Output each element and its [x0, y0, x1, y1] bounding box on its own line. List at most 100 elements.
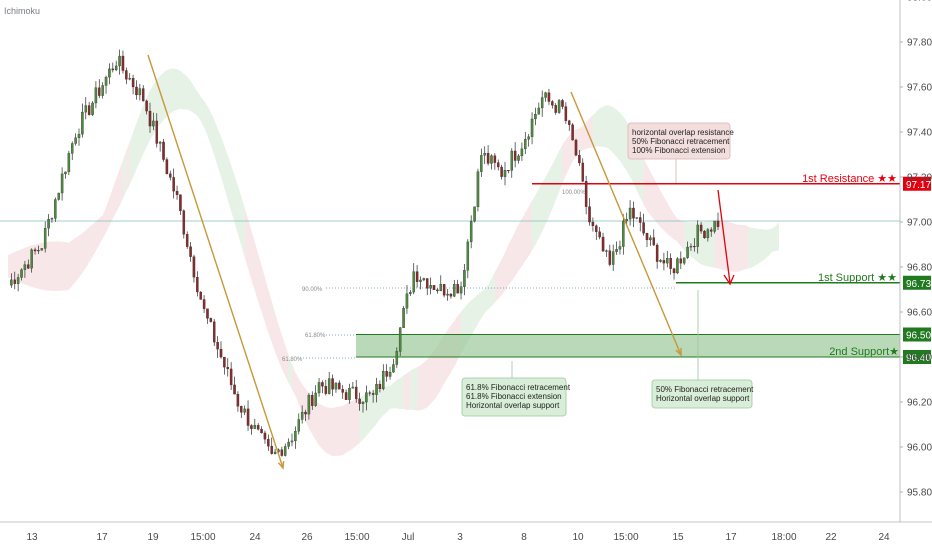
- x-tick-label: 26: [301, 532, 313, 543]
- candle-body: [524, 139, 527, 150]
- trend-arrow-left-head: [277, 460, 285, 470]
- cloud-segment: [292, 364, 360, 456]
- candle-body: [81, 111, 84, 135]
- resistance-note-box: [627, 122, 731, 160]
- candle-body: [672, 268, 676, 274]
- candle-body: [348, 388, 351, 400]
- candle-body: [172, 177, 175, 192]
- candle-body: [141, 88, 145, 102]
- candle-body: [57, 192, 60, 200]
- candle-body: [341, 389, 344, 393]
- candle-body: [138, 88, 142, 96]
- candle-body: [118, 55, 121, 67]
- candle-body: [530, 118, 534, 137]
- candle-body: [561, 100, 564, 107]
- candle-body: [388, 371, 392, 377]
- candle-body: [574, 139, 578, 156]
- candle-body: [64, 171, 67, 175]
- candle-body: [226, 366, 230, 370]
- candle-body: [212, 321, 216, 343]
- candle-body: [30, 249, 33, 269]
- candle-body: [344, 392, 348, 400]
- candle-body: [209, 318, 213, 322]
- candle-body: [311, 395, 314, 406]
- x-tick-label: 13: [26, 532, 38, 543]
- support-1-label: 1st Support ★★: [818, 272, 897, 284]
- y-tick-label: 97.00: [907, 218, 932, 229]
- candle-body: [382, 371, 385, 390]
- candle-body: [165, 159, 169, 175]
- resistance-note-line: horizontal overlap resistance: [632, 128, 734, 137]
- candle-body: [463, 270, 466, 287]
- candle-body: [655, 244, 659, 262]
- candle-body: [273, 451, 277, 454]
- candle-body: [473, 206, 476, 222]
- projection-arrow-head: [723, 274, 735, 286]
- candle-body: [429, 285, 432, 289]
- candle-body: [223, 356, 226, 368]
- candle-body: [361, 401, 365, 404]
- x-tick-label: 15:00: [613, 532, 638, 543]
- candle-body: [287, 441, 290, 447]
- trend-arrow-right: [570, 91, 682, 356]
- candle-body: [510, 150, 514, 171]
- trend-arrow-right-head: [675, 347, 682, 357]
- candle-body: [240, 406, 243, 413]
- candle-body: [131, 78, 135, 88]
- candle-body: [517, 155, 520, 161]
- candle-body: [638, 217, 642, 223]
- projection-arrow: [717, 189, 731, 284]
- candle-body: [480, 155, 483, 172]
- candle-body: [662, 260, 666, 264]
- candle-body: [716, 220, 720, 227]
- x-tick-label: Jul: [402, 532, 415, 543]
- candle-body: [551, 101, 554, 106]
- candle-body: [513, 150, 517, 161]
- candle-body: [162, 141, 165, 160]
- candle-body: [409, 291, 412, 294]
- candle-body: [20, 269, 23, 278]
- candle-body: [581, 162, 585, 182]
- x-tick-label: 3: [457, 532, 463, 543]
- candle-body: [425, 278, 429, 289]
- candle-body: [493, 155, 497, 163]
- price-tag-support-1-box: [903, 275, 931, 290]
- candle-body: [622, 220, 625, 247]
- candle-body: [608, 250, 612, 265]
- candle-body: [564, 106, 568, 121]
- candle-body: [490, 155, 493, 164]
- candle-body: [297, 419, 301, 432]
- y-tick-label: 96.20: [907, 398, 932, 409]
- x-tick-label: 15:00: [190, 532, 215, 543]
- fib-label: 61.80%: [305, 333, 326, 339]
- y-tick-label: 96.60: [907, 308, 932, 319]
- candle-body: [60, 173, 64, 194]
- candle-body: [686, 246, 689, 258]
- candle-body: [537, 107, 541, 115]
- candle-body: [182, 210, 186, 235]
- support2-note-box: [461, 377, 567, 417]
- candle-body: [77, 133, 81, 138]
- price-tag-support-2-box: [903, 350, 931, 364]
- x-tick-label: 15: [672, 532, 684, 543]
- x-tick-label: 24: [249, 532, 261, 543]
- candle-body: [314, 392, 317, 406]
- candle-body: [709, 229, 713, 232]
- candle-body: [598, 231, 601, 238]
- candle-body: [618, 246, 622, 250]
- y-tick-label: 97.20: [907, 173, 932, 184]
- candle-body: [121, 55, 125, 71]
- candle-body: [625, 218, 628, 222]
- x-tick-label: 19: [147, 532, 159, 543]
- cloud-segment: [129, 68, 245, 258]
- candle-body: [74, 137, 77, 144]
- candle-body: [693, 245, 696, 248]
- y-tick-label: 97.80: [907, 38, 932, 49]
- y-tick-label: 97.60: [907, 83, 932, 94]
- candle-body: [540, 97, 544, 109]
- candle-body: [696, 224, 699, 247]
- resistance-note-line: 100% Fibonacci extension: [632, 146, 725, 155]
- candle-body: [402, 308, 405, 328]
